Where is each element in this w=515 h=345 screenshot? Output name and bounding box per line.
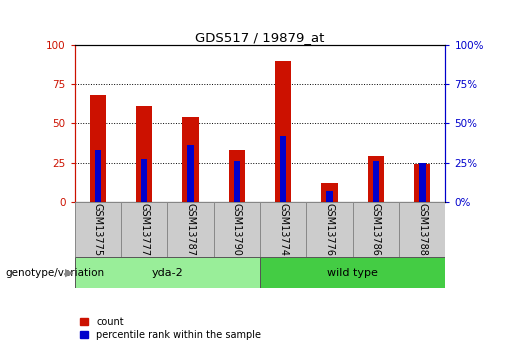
- Bar: [182, 117, 199, 202]
- Bar: [373, 161, 379, 202]
- Text: genotype/variation: genotype/variation: [5, 268, 104, 277]
- Text: GSM13787: GSM13787: [185, 204, 196, 256]
- Text: GSM13788: GSM13788: [417, 204, 427, 256]
- Bar: [327, 191, 333, 202]
- Bar: [90, 95, 106, 202]
- Text: GSM13790: GSM13790: [232, 204, 242, 256]
- Bar: [275, 61, 291, 202]
- Bar: [414, 164, 431, 202]
- Bar: [321, 183, 338, 202]
- Bar: [141, 159, 147, 202]
- Bar: [280, 136, 286, 202]
- Bar: [187, 145, 194, 202]
- Text: GSM13777: GSM13777: [139, 204, 149, 257]
- Bar: [368, 156, 384, 202]
- Text: wild type: wild type: [328, 268, 378, 277]
- Bar: [306, 202, 353, 257]
- Legend: count, percentile rank within the sample: count, percentile rank within the sample: [79, 317, 261, 340]
- Bar: [75, 202, 121, 257]
- Bar: [167, 202, 214, 257]
- Bar: [234, 161, 240, 202]
- Bar: [260, 257, 445, 288]
- Bar: [136, 106, 152, 202]
- Bar: [399, 202, 445, 257]
- Text: GSM13776: GSM13776: [324, 204, 335, 256]
- Bar: [121, 202, 167, 257]
- Text: ▶: ▶: [65, 268, 74, 277]
- Bar: [214, 202, 260, 257]
- Text: GSM13775: GSM13775: [93, 204, 103, 257]
- Bar: [419, 162, 425, 202]
- Text: GSM13774: GSM13774: [278, 204, 288, 256]
- Title: GDS517 / 19879_at: GDS517 / 19879_at: [195, 31, 325, 44]
- Bar: [229, 150, 245, 202]
- Bar: [260, 202, 306, 257]
- Text: GSM13786: GSM13786: [371, 204, 381, 256]
- Bar: [75, 257, 260, 288]
- Bar: [95, 150, 101, 202]
- Text: yda-2: yda-2: [151, 268, 183, 277]
- Bar: [353, 202, 399, 257]
